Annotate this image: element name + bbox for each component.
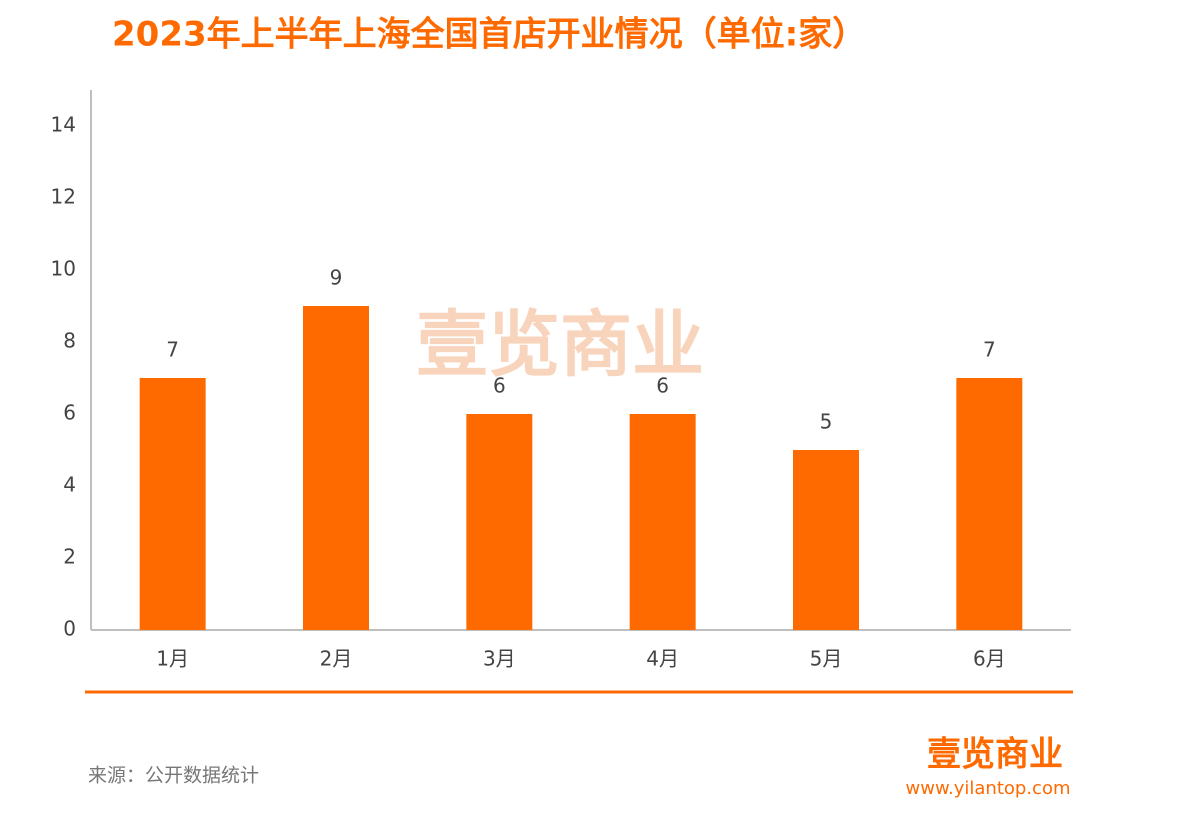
- data-label: 5: [820, 410, 833, 434]
- data-label: 9: [330, 266, 343, 290]
- bar: [629, 414, 696, 630]
- bar: [956, 378, 1023, 630]
- y-tick-label: 2: [63, 545, 76, 569]
- x-tick-label: 1月: [156, 647, 189, 671]
- watermark: 壹览商业: [416, 303, 704, 387]
- y-tick-label: 6: [63, 401, 76, 425]
- bar: [466, 414, 533, 630]
- bar: [303, 306, 369, 630]
- x-tick-label: 6月: [973, 647, 1006, 671]
- x-tick-label: 5月: [810, 647, 843, 671]
- x-tick-label: 2月: [320, 647, 353, 671]
- y-tick-label: 0: [63, 617, 76, 641]
- x-tick-label: 3月: [483, 647, 516, 671]
- bar: [793, 450, 859, 630]
- source-note: 来源：公开数据统计: [88, 765, 259, 787]
- x-tick-label: 4月: [646, 647, 679, 671]
- y-tick-label: 4: [63, 473, 76, 497]
- y-tick-label: 14: [51, 113, 76, 137]
- website: www.yilantop.com: [906, 778, 1071, 799]
- data-label: 6: [493, 374, 506, 398]
- y-tick-label: 10: [51, 257, 76, 281]
- data-label: 7: [983, 338, 996, 362]
- logo: 壹览商业: [927, 735, 1063, 775]
- chart-title: 2023年上半年上海全国首店开业情况（单位:家）: [112, 15, 866, 55]
- y-tick-label: 12: [51, 185, 76, 209]
- y-tick-label: 8: [63, 329, 76, 353]
- data-label: 7: [166, 338, 179, 362]
- bar: [139, 378, 206, 630]
- data-label: 6: [656, 374, 669, 398]
